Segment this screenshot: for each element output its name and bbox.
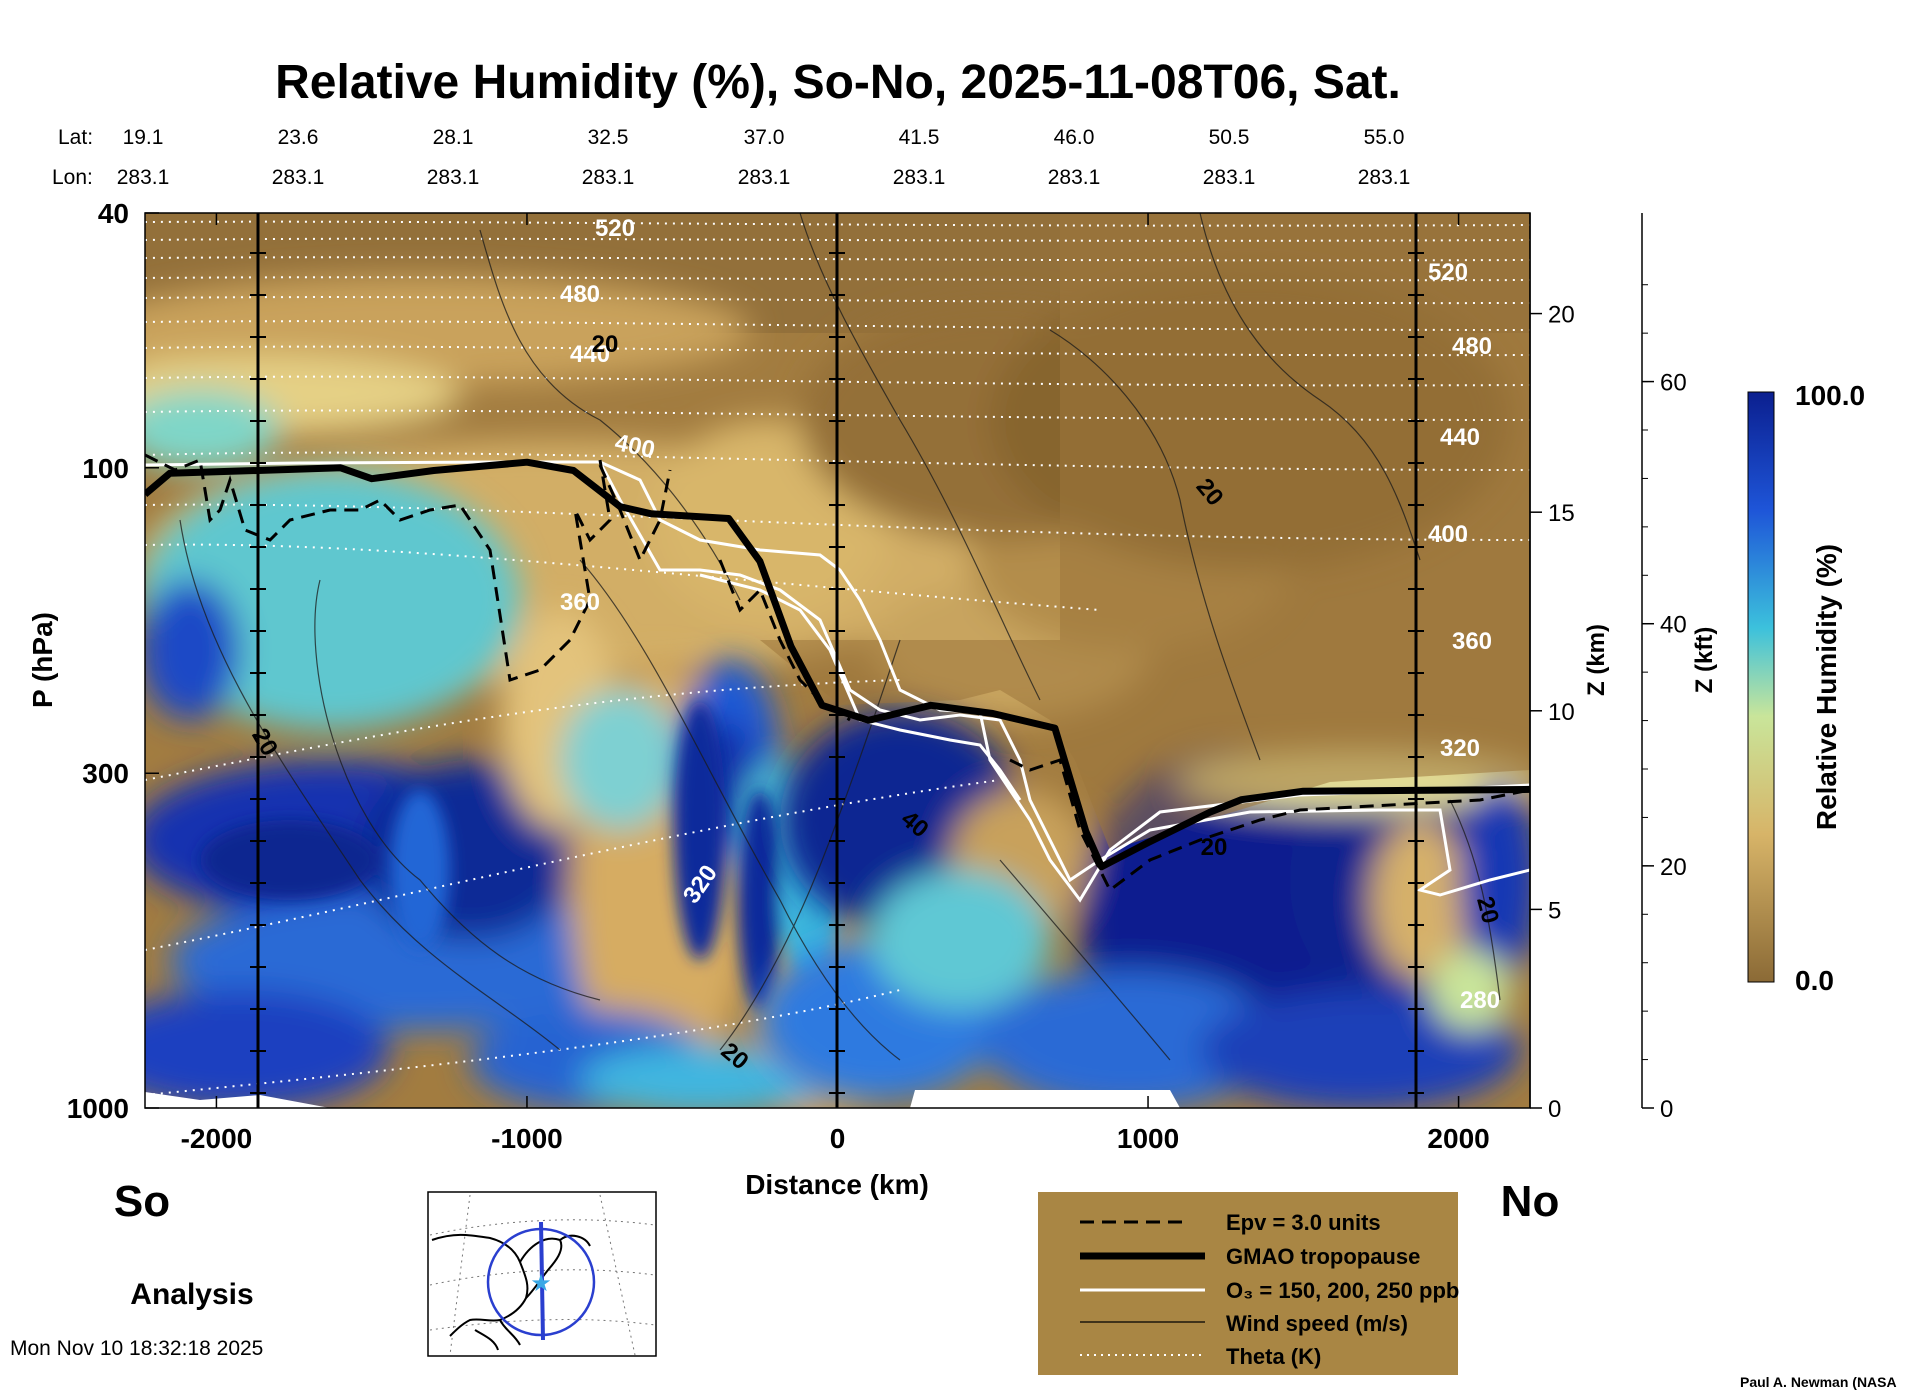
theta-label: 520: [595, 215, 635, 242]
tropopause-line: [145, 458, 1530, 871]
colorbar-min: 0.0: [1795, 965, 1834, 996]
lat-lon-row: 19.1 23.6 28.1 32.5 37.0 41.5 46.0 50.5 55.0 283.…: [117, 126, 1411, 189]
z-km-tick-label: 15: [1548, 500, 1575, 527]
lon-value: 283.1: [1358, 166, 1411, 189]
legend-theta: Theta (K): [1226, 1344, 1321, 1369]
lat-value: 50.5: [1209, 126, 1250, 149]
x-tick-label: 1000: [1117, 1123, 1179, 1154]
lon-value: 283.1: [738, 166, 791, 189]
x-tick-label: -1000: [491, 1123, 563, 1154]
y-axis-label: P (hPa): [27, 612, 58, 708]
chart-title: Relative Humidity (%), So-No, 2025-11-08…: [275, 56, 1401, 109]
colorbar-label: Relative Humidity (%): [1811, 544, 1842, 830]
lat-value: 37.0: [744, 126, 785, 149]
y-axis: 40 100 300 1000: [67, 198, 159, 1124]
theta-label: 400: [1428, 521, 1468, 548]
y-tick-label: 1000: [67, 1093, 129, 1124]
colorbar-max: 100.0: [1795, 380, 1865, 411]
lon-value: 283.1: [582, 166, 635, 189]
theta-label: 360: [1452, 628, 1492, 655]
north-end-label: No: [1501, 1177, 1560, 1226]
theta-label: 360: [560, 589, 600, 616]
z-kft-tick-label: 20: [1660, 854, 1687, 881]
timestamp: Mon Nov 10 18:32:18 2025: [10, 1337, 263, 1360]
z-kft-tick-label: 0: [1660, 1096, 1673, 1123]
z-kft-tick-label: 40: [1660, 612, 1687, 639]
legend-ozone: O₃ = 150, 200, 250 ppb: [1226, 1278, 1459, 1303]
y-tick-label: 40: [98, 198, 129, 229]
z-km-tick-label: 5: [1548, 897, 1561, 924]
lat-value: 28.1: [433, 126, 474, 149]
legend-epv: Epv = 3.0 units: [1226, 1210, 1381, 1235]
svg-text:★: ★: [530, 1269, 552, 1297]
z-kft-axis: 0 20 40 60: [1641, 213, 1687, 1123]
section-lines: [256, 213, 1418, 1108]
lat-value: 32.5: [588, 126, 629, 149]
humidity-field: [145, 213, 1530, 1108]
wind-contours: [179, 213, 1501, 1061]
lat-value: 46.0: [1054, 126, 1095, 149]
lon-label: Lon:: [52, 166, 93, 189]
lon-value: 283.1: [272, 166, 325, 189]
legend-wind: Wind speed (m/s): [1226, 1311, 1408, 1336]
theta-label: 440: [1440, 424, 1480, 451]
theta-label: 280: [1460, 987, 1500, 1014]
lon-value: 283.1: [1048, 166, 1101, 189]
lat-value: 55.0: [1364, 126, 1405, 149]
x-tick-label: 0: [830, 1123, 846, 1154]
theta-label: 480: [560, 281, 600, 308]
ozone-contours: [145, 460, 1530, 903]
lon-value: 283.1: [427, 166, 480, 189]
credit: Paul A. Newman (NASA: [1740, 1374, 1897, 1390]
lon-value: 283.1: [893, 166, 946, 189]
theta-label: 440: [570, 341, 610, 368]
inset-map: ★: [427, 1191, 657, 1357]
lat-label: Lat:: [58, 126, 93, 149]
x-axis-label: Distance (km): [745, 1169, 929, 1200]
wind-label: 20: [1201, 834, 1228, 861]
lat-value: 41.5: [899, 126, 940, 149]
south-end-label: So: [114, 1177, 170, 1226]
z-kft-label: Z (kft): [1691, 627, 1718, 694]
legend: Epv = 3.0 units GMAO tropopause O₃ = 150…: [1038, 1192, 1459, 1375]
theta-label: 320: [1440, 735, 1480, 762]
y-tick-label: 300: [82, 758, 129, 789]
z-kft-tick-label: 60: [1660, 370, 1687, 397]
z-km-axis: 0 5 10 15 20: [1529, 213, 1575, 1123]
analysis-label: Analysis: [130, 1278, 253, 1311]
z-km-tick-label: 20: [1548, 302, 1575, 329]
lon-value: 283.1: [1203, 166, 1256, 189]
theta-label: 520: [1428, 259, 1468, 286]
y-tick-label: 100: [82, 453, 129, 484]
section-line-ticks: [250, 252, 1424, 1094]
x-tick-label: -2000: [181, 1123, 253, 1154]
legend-tropopause: GMAO tropopause: [1226, 1244, 1420, 1269]
wind-label: 20: [592, 331, 619, 358]
lon-value: 283.1: [117, 166, 170, 189]
x-axis: -2000 -1000 0 1000 2000: [181, 213, 1490, 1154]
lat-value: 19.1: [123, 126, 164, 149]
colorbar: [1747, 391, 1775, 983]
z-km-tick-label: 0: [1548, 1096, 1561, 1123]
z-km-tick-label: 10: [1548, 699, 1575, 726]
z-km-label: Z (km): [1583, 624, 1610, 696]
lat-value: 23.6: [278, 126, 319, 149]
theta-label: 480: [1452, 333, 1492, 360]
x-tick-label: 2000: [1427, 1123, 1489, 1154]
